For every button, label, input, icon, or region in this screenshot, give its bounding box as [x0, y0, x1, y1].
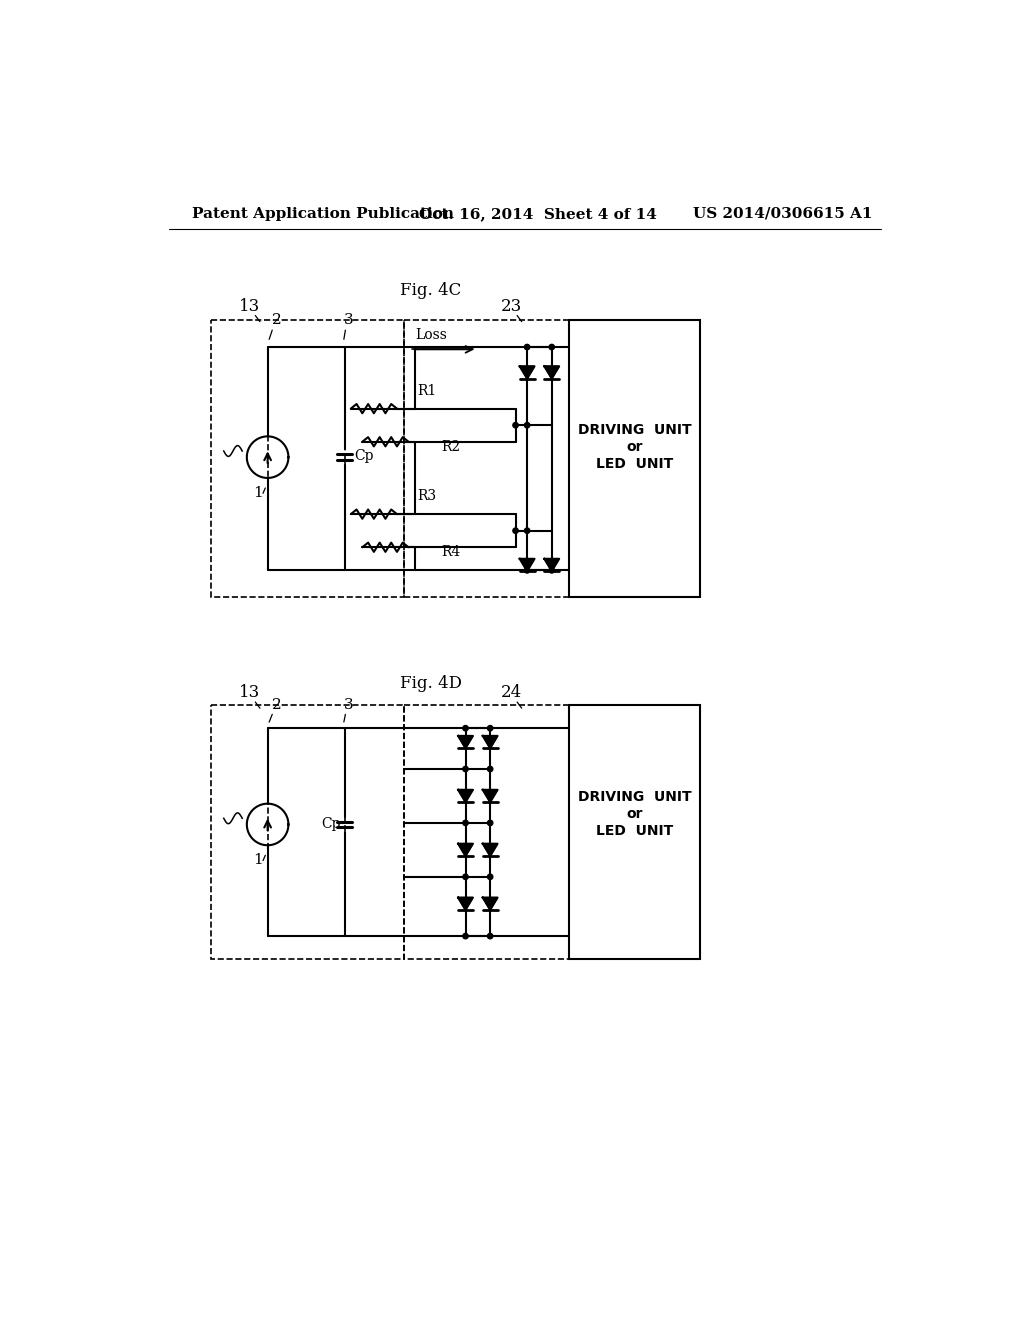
Polygon shape [458, 898, 473, 909]
Circle shape [549, 568, 554, 573]
Text: R1: R1 [418, 384, 437, 397]
Text: 2: 2 [272, 698, 282, 711]
Polygon shape [520, 367, 535, 379]
Bar [211, 705, 403, 960]
Text: R2: R2 [441, 440, 460, 454]
Circle shape [549, 345, 554, 350]
Text: R3: R3 [418, 490, 437, 503]
Circle shape [463, 726, 468, 731]
Circle shape [463, 933, 468, 939]
Circle shape [524, 568, 529, 573]
Polygon shape [458, 789, 473, 803]
Circle shape [524, 528, 529, 533]
Text: Oct. 16, 2014  Sheet 4 of 14: Oct. 16, 2014 Sheet 4 of 14 [419, 207, 657, 220]
Bar [569, 705, 700, 960]
Text: DRIVING  UNIT: DRIVING UNIT [579, 422, 692, 437]
Circle shape [513, 528, 518, 533]
Text: 2: 2 [272, 313, 282, 327]
Circle shape [487, 726, 493, 731]
Text: LED  UNIT: LED UNIT [596, 457, 674, 471]
Text: US 2014/0306615 A1: US 2014/0306615 A1 [692, 207, 872, 220]
Text: 1: 1 [254, 854, 263, 867]
Text: DRIVING  UNIT: DRIVING UNIT [579, 791, 692, 804]
Text: 3: 3 [344, 698, 353, 711]
Text: 24: 24 [501, 684, 522, 701]
Polygon shape [482, 737, 498, 748]
Text: or: or [627, 808, 643, 821]
Bar [403, 321, 569, 598]
Polygon shape [482, 789, 498, 803]
Polygon shape [458, 843, 473, 855]
Polygon shape [520, 558, 535, 572]
Polygon shape [482, 898, 498, 909]
Text: R4: R4 [441, 545, 460, 560]
Text: Fig. 4D: Fig. 4D [399, 675, 462, 692]
Text: 13: 13 [240, 298, 260, 315]
Circle shape [487, 874, 493, 879]
Bar [211, 321, 403, 598]
Circle shape [513, 422, 518, 428]
Circle shape [524, 422, 529, 428]
Circle shape [463, 820, 468, 825]
Circle shape [463, 767, 468, 772]
Circle shape [524, 345, 529, 350]
Polygon shape [545, 367, 559, 379]
Circle shape [463, 874, 468, 879]
Bar [569, 321, 700, 598]
Text: 1: 1 [254, 486, 263, 500]
Text: 13: 13 [240, 684, 260, 701]
Bar [403, 705, 569, 960]
Polygon shape [458, 737, 473, 748]
Text: LED  UNIT: LED UNIT [596, 824, 674, 838]
Text: Patent Application Publication: Patent Application Publication [193, 207, 455, 220]
Text: 23: 23 [501, 298, 522, 315]
Text: Cp: Cp [354, 449, 374, 463]
Polygon shape [482, 843, 498, 855]
Text: 3: 3 [344, 313, 353, 327]
Text: Fig. 4C: Fig. 4C [400, 282, 462, 300]
Circle shape [487, 767, 493, 772]
Polygon shape [545, 558, 559, 572]
Text: Cp: Cp [322, 817, 341, 830]
Text: or: or [627, 440, 643, 454]
Text: Loss: Loss [416, 327, 447, 342]
Circle shape [487, 933, 493, 939]
Circle shape [487, 820, 493, 825]
